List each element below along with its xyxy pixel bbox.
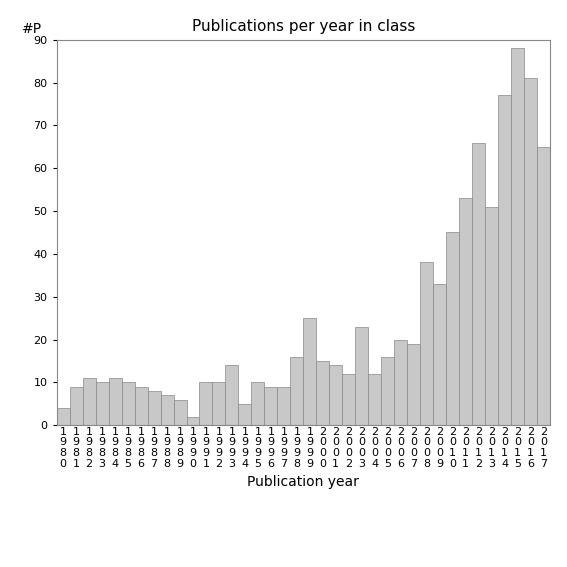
X-axis label: Publication year: Publication year xyxy=(247,475,359,489)
Bar xyxy=(537,147,550,425)
Bar xyxy=(303,318,316,425)
Bar xyxy=(174,400,187,425)
Title: Publications per year in class: Publications per year in class xyxy=(192,19,415,35)
Bar xyxy=(472,142,485,425)
Bar xyxy=(134,387,147,425)
Bar xyxy=(251,382,264,425)
Bar xyxy=(446,232,459,425)
Bar xyxy=(524,78,537,425)
Bar xyxy=(200,382,213,425)
Bar xyxy=(511,48,524,425)
Bar xyxy=(121,382,134,425)
Bar xyxy=(96,382,109,425)
Bar xyxy=(213,382,226,425)
Text: #P: #P xyxy=(22,22,43,36)
Bar xyxy=(433,284,446,425)
Bar xyxy=(109,378,121,425)
Bar xyxy=(368,374,381,425)
Bar xyxy=(239,404,251,425)
Bar xyxy=(342,374,356,425)
Bar xyxy=(356,327,368,425)
Bar xyxy=(226,365,239,425)
Bar xyxy=(329,365,342,425)
Bar xyxy=(316,361,329,425)
Bar xyxy=(381,357,394,425)
Bar xyxy=(420,263,433,425)
Bar xyxy=(57,408,70,425)
Bar xyxy=(394,340,407,425)
Bar xyxy=(290,357,303,425)
Bar xyxy=(459,198,472,425)
Bar xyxy=(485,207,498,425)
Bar xyxy=(147,391,160,425)
Bar xyxy=(498,95,511,425)
Bar xyxy=(277,387,290,425)
Bar xyxy=(264,387,277,425)
Bar xyxy=(407,344,420,425)
Bar xyxy=(187,417,200,425)
Bar xyxy=(160,395,174,425)
Bar xyxy=(70,387,83,425)
Bar xyxy=(83,378,96,425)
